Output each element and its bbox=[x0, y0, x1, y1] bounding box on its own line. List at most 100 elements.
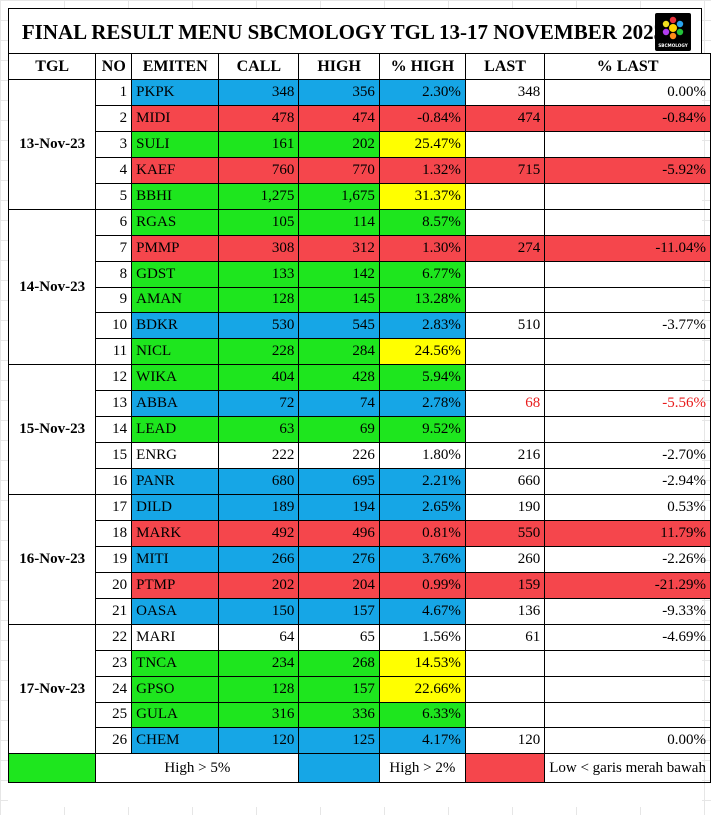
pct-last-cell[interactable] bbox=[544, 130, 711, 158]
last-cell[interactable]: 61 bbox=[464, 623, 546, 651]
last-cell[interactable] bbox=[464, 364, 546, 392]
pct-high-cell[interactable]: 31.37% bbox=[378, 182, 466, 210]
pct-last-cell[interactable]: 11.79% bbox=[544, 519, 711, 547]
pct-high-cell[interactable]: 1.30% bbox=[378, 234, 466, 262]
no-cell[interactable]: 18 bbox=[95, 519, 133, 547]
last-cell[interactable]: 190 bbox=[464, 494, 546, 521]
no-cell[interactable]: 19 bbox=[95, 545, 133, 573]
no-cell[interactable]: 9 bbox=[95, 286, 133, 314]
pct-last-cell[interactable] bbox=[544, 416, 711, 444]
pct-high-cell[interactable]: 2.83% bbox=[378, 312, 466, 340]
high-cell[interactable]: 474 bbox=[298, 104, 380, 132]
call-cell[interactable]: 492 bbox=[218, 519, 300, 547]
call-cell[interactable]: 404 bbox=[218, 364, 300, 392]
date-cell[interactable]: 16-Nov-23 bbox=[7, 494, 97, 625]
call-cell[interactable]: 308 bbox=[218, 234, 300, 262]
pct-high-cell[interactable]: 22.66% bbox=[378, 675, 466, 703]
no-cell[interactable]: 26 bbox=[95, 727, 133, 755]
pct-last-cell[interactable] bbox=[544, 182, 711, 210]
high-cell[interactable]: 268 bbox=[298, 649, 380, 677]
emiten-cell[interactable]: OASA bbox=[131, 597, 220, 625]
call-cell[interactable]: 530 bbox=[218, 312, 300, 340]
pct-last-cell[interactable] bbox=[544, 260, 711, 288]
pct-high-cell[interactable]: 2.21% bbox=[378, 468, 466, 495]
no-cell[interactable]: 21 bbox=[95, 597, 133, 625]
high-cell[interactable]: 356 bbox=[298, 79, 380, 106]
call-cell[interactable]: 105 bbox=[218, 208, 300, 236]
emiten-cell[interactable]: PMMP bbox=[131, 234, 220, 262]
pct-last-cell[interactable]: -11.04% bbox=[544, 234, 711, 262]
pct-high-cell[interactable]: 4.17% bbox=[378, 727, 466, 755]
high-cell[interactable]: 428 bbox=[298, 364, 380, 392]
pct-high-cell[interactable]: 24.56% bbox=[378, 338, 466, 366]
pct-high-cell[interactable]: 0.99% bbox=[378, 571, 466, 599]
call-cell[interactable]: 133 bbox=[218, 260, 300, 288]
high-cell[interactable]: 125 bbox=[298, 727, 380, 755]
call-cell[interactable]: 348 bbox=[218, 79, 300, 106]
emiten-cell[interactable]: DILD bbox=[131, 494, 220, 521]
no-cell[interactable]: 22 bbox=[95, 623, 133, 651]
pct-last-cell[interactable]: 0.00% bbox=[544, 79, 711, 106]
call-cell[interactable]: 228 bbox=[218, 338, 300, 366]
last-cell[interactable]: 348 bbox=[464, 79, 546, 106]
no-cell[interactable]: 2 bbox=[95, 104, 133, 132]
legend-red-swatch[interactable] bbox=[464, 753, 546, 784]
no-cell[interactable]: 4 bbox=[95, 156, 133, 184]
pct-high-cell[interactable]: 2.30% bbox=[378, 79, 466, 106]
high-cell[interactable]: 545 bbox=[298, 312, 380, 340]
pct-high-cell[interactable]: 1.80% bbox=[378, 442, 466, 470]
pct-last-cell[interactable] bbox=[544, 701, 711, 729]
emiten-cell[interactable]: TNCA bbox=[131, 649, 220, 677]
pct-last-cell[interactable] bbox=[544, 675, 711, 703]
pct-last-cell[interactable]: -9.33% bbox=[544, 597, 711, 625]
high-cell[interactable]: 114 bbox=[298, 208, 380, 236]
header-tgl[interactable]: TGL bbox=[7, 53, 97, 80]
date-cell[interactable]: 13-Nov-23 bbox=[7, 79, 97, 210]
header-no[interactable]: NO bbox=[95, 53, 133, 80]
last-cell[interactable] bbox=[464, 338, 546, 366]
pct-high-cell[interactable]: 0.81% bbox=[378, 519, 466, 547]
high-cell[interactable]: 157 bbox=[298, 597, 380, 625]
header-pct-high[interactable]: % HIGH bbox=[378, 53, 466, 80]
no-cell[interactable]: 23 bbox=[95, 649, 133, 677]
no-cell[interactable]: 7 bbox=[95, 234, 133, 262]
emiten-cell[interactable]: GPSO bbox=[131, 675, 220, 703]
last-cell[interactable]: 136 bbox=[464, 597, 546, 625]
pct-last-cell[interactable]: -4.69% bbox=[544, 623, 711, 651]
no-cell[interactable]: 3 bbox=[95, 130, 133, 158]
pct-last-cell[interactable]: -2.70% bbox=[544, 442, 711, 470]
pct-last-cell[interactable] bbox=[544, 208, 711, 236]
high-cell[interactable]: 276 bbox=[298, 545, 380, 573]
pct-high-cell[interactable]: -0.84% bbox=[378, 104, 466, 132]
no-cell[interactable]: 17 bbox=[95, 494, 133, 521]
pct-last-cell[interactable]: -2.26% bbox=[544, 545, 711, 573]
emiten-cell[interactable]: MITI bbox=[131, 545, 220, 573]
high-cell[interactable]: 770 bbox=[298, 156, 380, 184]
emiten-cell[interactable]: CHEM bbox=[131, 727, 220, 755]
no-cell[interactable]: 12 bbox=[95, 364, 133, 392]
no-cell[interactable]: 10 bbox=[95, 312, 133, 340]
no-cell[interactable]: 5 bbox=[95, 182, 133, 210]
header-emiten[interactable]: EMITEN bbox=[131, 53, 220, 80]
pct-high-cell[interactable]: 3.76% bbox=[378, 545, 466, 573]
legend-blue-swatch[interactable] bbox=[298, 753, 380, 784]
pct-high-cell[interactable]: 2.78% bbox=[378, 390, 466, 418]
pct-high-cell[interactable]: 5.94% bbox=[378, 364, 466, 392]
date-cell[interactable]: 17-Nov-23 bbox=[7, 623, 97, 755]
last-cell[interactable]: 120 bbox=[464, 727, 546, 755]
high-cell[interactable]: 284 bbox=[298, 338, 380, 366]
emiten-cell[interactable]: AMAN bbox=[131, 286, 220, 314]
last-cell[interactable]: 510 bbox=[464, 312, 546, 340]
last-cell[interactable]: 474 bbox=[464, 104, 546, 132]
emiten-cell[interactable]: BDKR bbox=[131, 312, 220, 340]
header-last[interactable]: LAST bbox=[464, 53, 546, 80]
emiten-cell[interactable]: GDST bbox=[131, 260, 220, 288]
pct-high-cell[interactable]: 14.53% bbox=[378, 649, 466, 677]
high-cell[interactable]: 74 bbox=[298, 390, 380, 418]
pct-last-cell[interactable] bbox=[544, 338, 711, 366]
pct-last-cell[interactable]: -2.94% bbox=[544, 468, 711, 495]
last-cell[interactable] bbox=[464, 208, 546, 236]
last-cell[interactable] bbox=[464, 416, 546, 444]
call-cell[interactable]: 760 bbox=[218, 156, 300, 184]
last-cell[interactable] bbox=[464, 260, 546, 288]
